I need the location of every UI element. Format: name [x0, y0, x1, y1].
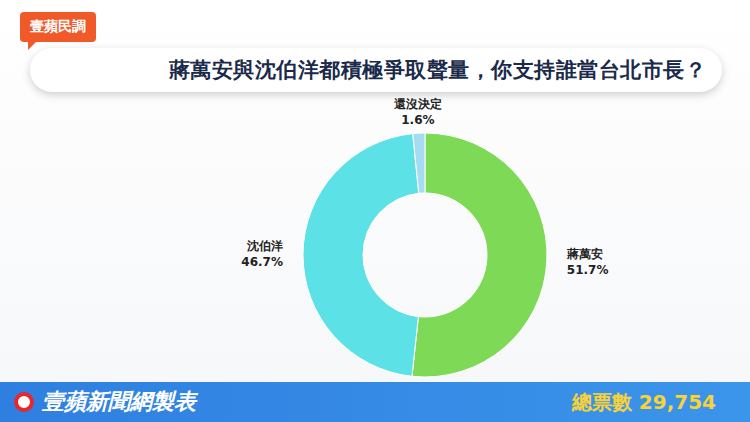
html-text:壹蘋民調: 壹蘋民調 — [30, 18, 86, 34]
svg-text:沈伯洋46.7%: 沈伯洋46.7% — [241, 239, 283, 269]
html-text:蔣萬安與沈伯洋都積極爭取聲量，你支持誰當台北市長？: 蔣萬安與沈伯洋都積極爭取聲量，你支持誰當台北市長？ — [168, 58, 706, 82]
svg-text:還沒決定1.6%: 還沒決定1.6% — [393, 97, 442, 127]
html-text:壹蘋新聞網製表: 壹蘋新聞網製表 — [42, 389, 196, 414]
html-text:總票數 29,754: 總票數 29,754 — [571, 389, 716, 414]
svg-text:蔣萬安51.7%: 蔣萬安51.7% — [566, 247, 609, 277]
